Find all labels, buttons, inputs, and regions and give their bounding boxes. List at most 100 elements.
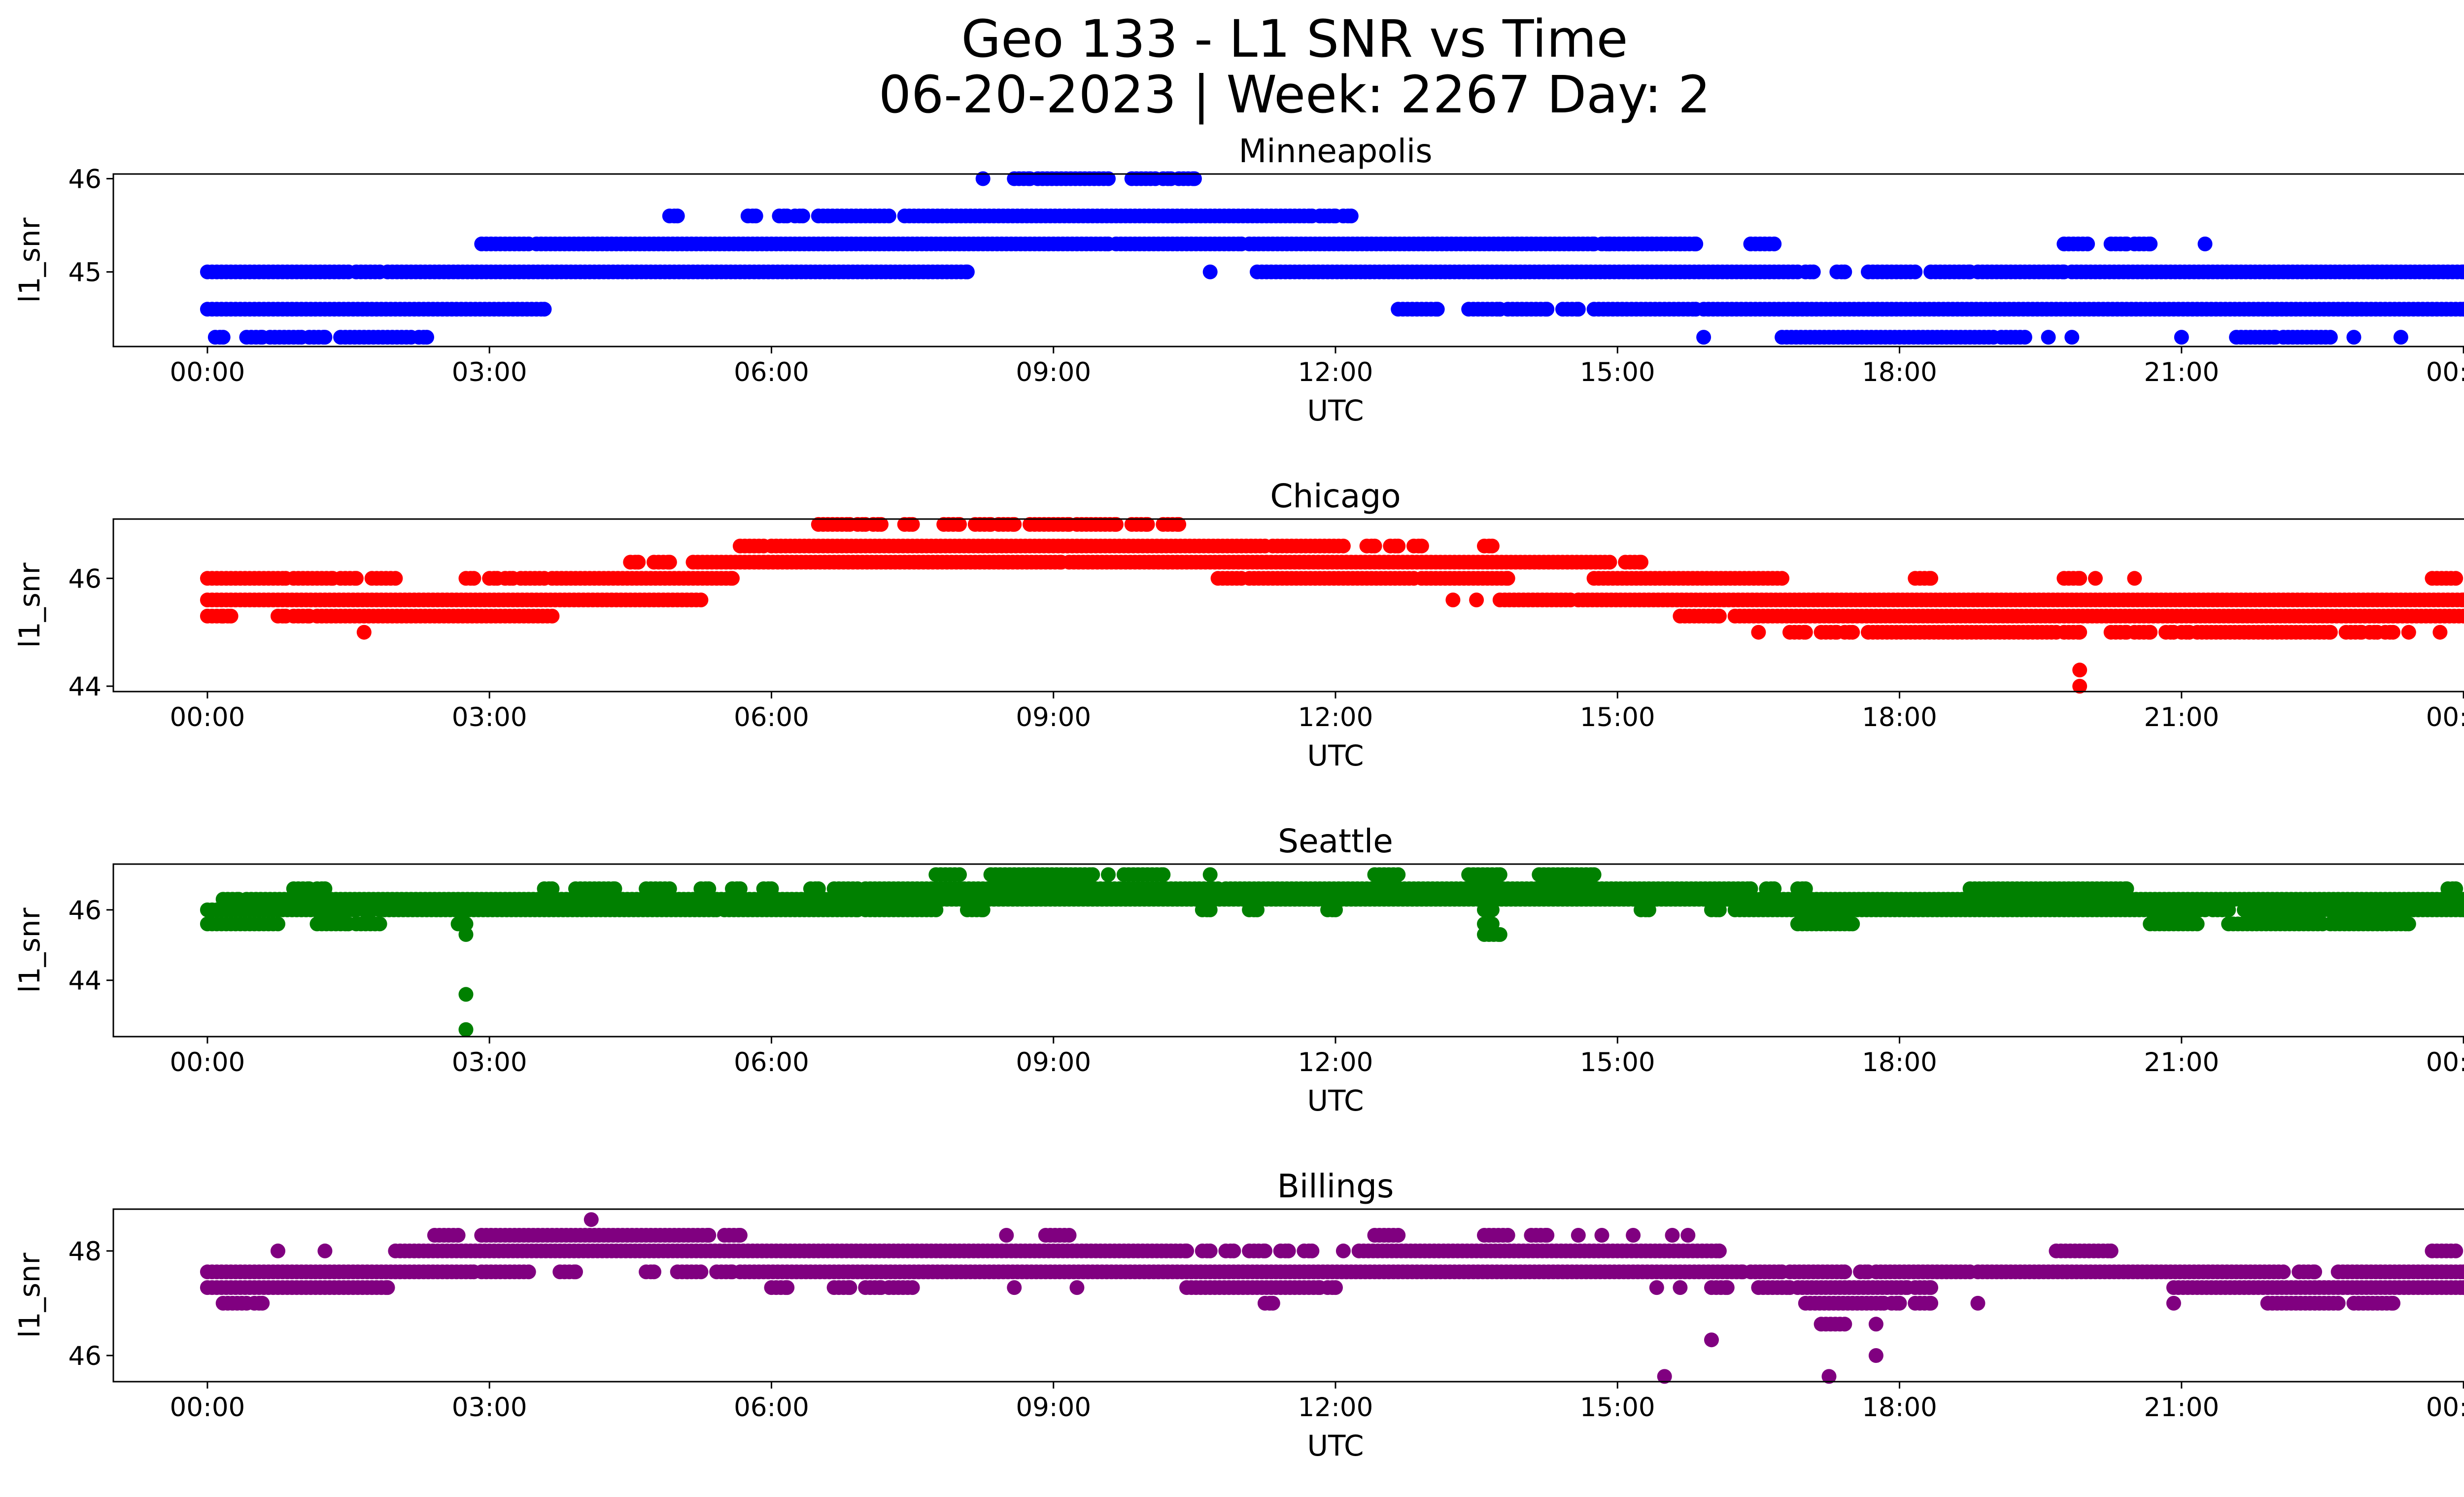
- data-point: [1720, 1280, 1735, 1295]
- data-point: [1696, 330, 1711, 345]
- data-point: [2166, 1296, 2181, 1311]
- data-point: [976, 903, 991, 917]
- data-point: [1642, 903, 1656, 917]
- data-point: [1634, 555, 1648, 570]
- data-point: [1391, 867, 1405, 882]
- data-point: [2072, 662, 2087, 677]
- data-point: [1626, 1228, 1641, 1243]
- data-point: [1767, 237, 1781, 251]
- data-point: [255, 1296, 270, 1311]
- x-tick-label: 06:00: [734, 357, 809, 387]
- x-tick-label: 03:00: [452, 702, 527, 732]
- data-point: [1595, 1228, 1609, 1243]
- data-point: [1344, 209, 1359, 223]
- data-point: [1179, 1244, 1194, 1258]
- data-point: [2143, 237, 2157, 251]
- data-point: [693, 592, 708, 607]
- x-tick-label: 15:00: [1580, 702, 1655, 732]
- data-point: [1203, 867, 1218, 882]
- data-point: [1469, 592, 1484, 607]
- x-tick-label: 00:00: [2426, 1047, 2464, 1078]
- data-point: [1414, 539, 1429, 554]
- x-tick-label: 18:00: [1862, 1047, 1937, 1078]
- data-point: [1391, 539, 1405, 554]
- x-tick-label: 09:00: [1016, 1047, 1091, 1078]
- data-point: [2190, 916, 2205, 931]
- x-tick-label: 21:00: [2144, 702, 2219, 732]
- data-point: [693, 1264, 708, 1279]
- data-point: [1226, 1244, 1241, 1258]
- x-tick-label: 18:00: [1862, 702, 1937, 732]
- data-point: [1665, 1228, 1680, 1243]
- data-point: [317, 330, 332, 345]
- data-point: [349, 571, 364, 586]
- x-tick-label: 00:00: [170, 702, 245, 732]
- data-point: [2221, 903, 2236, 917]
- data-point: [1501, 1228, 1515, 1243]
- data-point: [2386, 625, 2400, 640]
- data-point: [1250, 903, 1265, 917]
- data-point: [1304, 1244, 1319, 1258]
- data-point: [2323, 625, 2338, 640]
- data-point: [1281, 1244, 1296, 1258]
- x-tick-label: 21:00: [2144, 1047, 2219, 1078]
- data-point: [1368, 539, 1382, 554]
- data-point: [2088, 571, 2103, 586]
- data-point: [1712, 609, 1727, 624]
- data-point: [521, 1264, 536, 1279]
- data-point: [459, 987, 474, 1002]
- figure-title-line1: Geo 133 - L1 SNR vs Time: [961, 9, 1628, 69]
- x-tick-label: 21:00: [2144, 357, 2219, 387]
- data-point: [842, 1280, 857, 1295]
- x-axis-label: UTC: [1307, 394, 1364, 427]
- data-point: [1007, 1280, 1022, 1295]
- data-point: [1485, 539, 1500, 554]
- data-point: [1430, 302, 1445, 316]
- data-point: [631, 555, 646, 570]
- data-point: [2104, 1244, 2119, 1258]
- data-point: [1391, 1228, 1405, 1243]
- data-point: [725, 571, 740, 586]
- data-point: [1101, 867, 1116, 882]
- data-point: [905, 1280, 920, 1295]
- data-point: [1203, 265, 1218, 279]
- data-point: [928, 903, 943, 917]
- data-point: [373, 916, 387, 931]
- data-point: [2080, 237, 2095, 251]
- data-point: [380, 1280, 395, 1295]
- data-point: [1203, 1244, 1218, 1258]
- data-point: [670, 209, 685, 223]
- data-point: [1336, 539, 1351, 554]
- data-point: [584, 1212, 599, 1227]
- data-point: [733, 1228, 748, 1243]
- data-point: [224, 609, 239, 624]
- subplot-title: Billings: [1277, 1167, 1394, 1205]
- data-point: [1680, 1228, 1695, 1243]
- y-axis-label: l1_snr: [13, 562, 46, 648]
- data-point: [1258, 1244, 1272, 1258]
- data-point: [1837, 1264, 1852, 1279]
- data-point: [1712, 1244, 1727, 1258]
- data-point: [2018, 330, 2032, 345]
- x-tick-label: 06:00: [734, 1047, 809, 1078]
- data-point: [1751, 625, 1766, 640]
- data-point: [1971, 1296, 1985, 1311]
- y-tick-label: 46: [68, 564, 102, 594]
- x-axis-label: UTC: [1307, 739, 1364, 772]
- x-tick-label: 03:00: [452, 357, 527, 387]
- data-point: [1445, 592, 1460, 607]
- data-point: [1775, 571, 1789, 586]
- x-tick-label: 15:00: [1580, 1047, 1655, 1078]
- data-point: [1649, 1280, 1664, 1295]
- data-point: [999, 1228, 1014, 1243]
- data-point: [1485, 903, 1500, 917]
- y-tick-label: 45: [68, 258, 102, 288]
- data-point: [2401, 625, 2416, 640]
- data-point: [2448, 1244, 2463, 1258]
- data-point: [1845, 916, 1860, 931]
- data-point: [780, 1280, 794, 1295]
- x-tick-label: 00:00: [2426, 702, 2464, 732]
- data-point: [271, 916, 285, 931]
